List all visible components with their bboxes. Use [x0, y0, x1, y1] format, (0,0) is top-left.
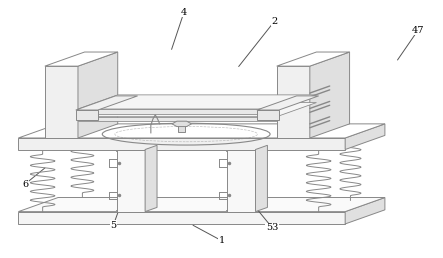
Text: 4: 4	[181, 8, 187, 17]
Polygon shape	[78, 95, 316, 109]
Polygon shape	[277, 66, 310, 138]
Polygon shape	[310, 52, 350, 138]
Polygon shape	[277, 52, 350, 66]
Polygon shape	[256, 145, 268, 212]
Polygon shape	[257, 110, 279, 120]
Text: 6: 6	[22, 180, 28, 189]
Polygon shape	[257, 96, 319, 110]
Polygon shape	[178, 124, 185, 132]
Text: 53: 53	[266, 223, 279, 232]
Text: 2: 2	[272, 17, 278, 26]
Polygon shape	[227, 150, 256, 212]
Polygon shape	[18, 212, 345, 224]
Polygon shape	[76, 96, 138, 110]
Polygon shape	[145, 145, 157, 212]
Polygon shape	[76, 110, 98, 120]
Text: 1: 1	[218, 236, 225, 245]
Polygon shape	[78, 109, 277, 114]
Polygon shape	[78, 52, 118, 138]
Text: 5: 5	[110, 221, 117, 230]
Text: 47: 47	[412, 26, 424, 35]
Polygon shape	[18, 138, 345, 150]
Polygon shape	[345, 198, 385, 224]
Polygon shape	[172, 121, 191, 127]
Polygon shape	[345, 124, 385, 150]
Polygon shape	[45, 66, 78, 138]
Polygon shape	[78, 103, 316, 117]
Polygon shape	[78, 117, 277, 121]
Polygon shape	[117, 150, 145, 212]
Polygon shape	[18, 198, 385, 212]
Polygon shape	[18, 124, 385, 138]
Polygon shape	[45, 52, 118, 66]
